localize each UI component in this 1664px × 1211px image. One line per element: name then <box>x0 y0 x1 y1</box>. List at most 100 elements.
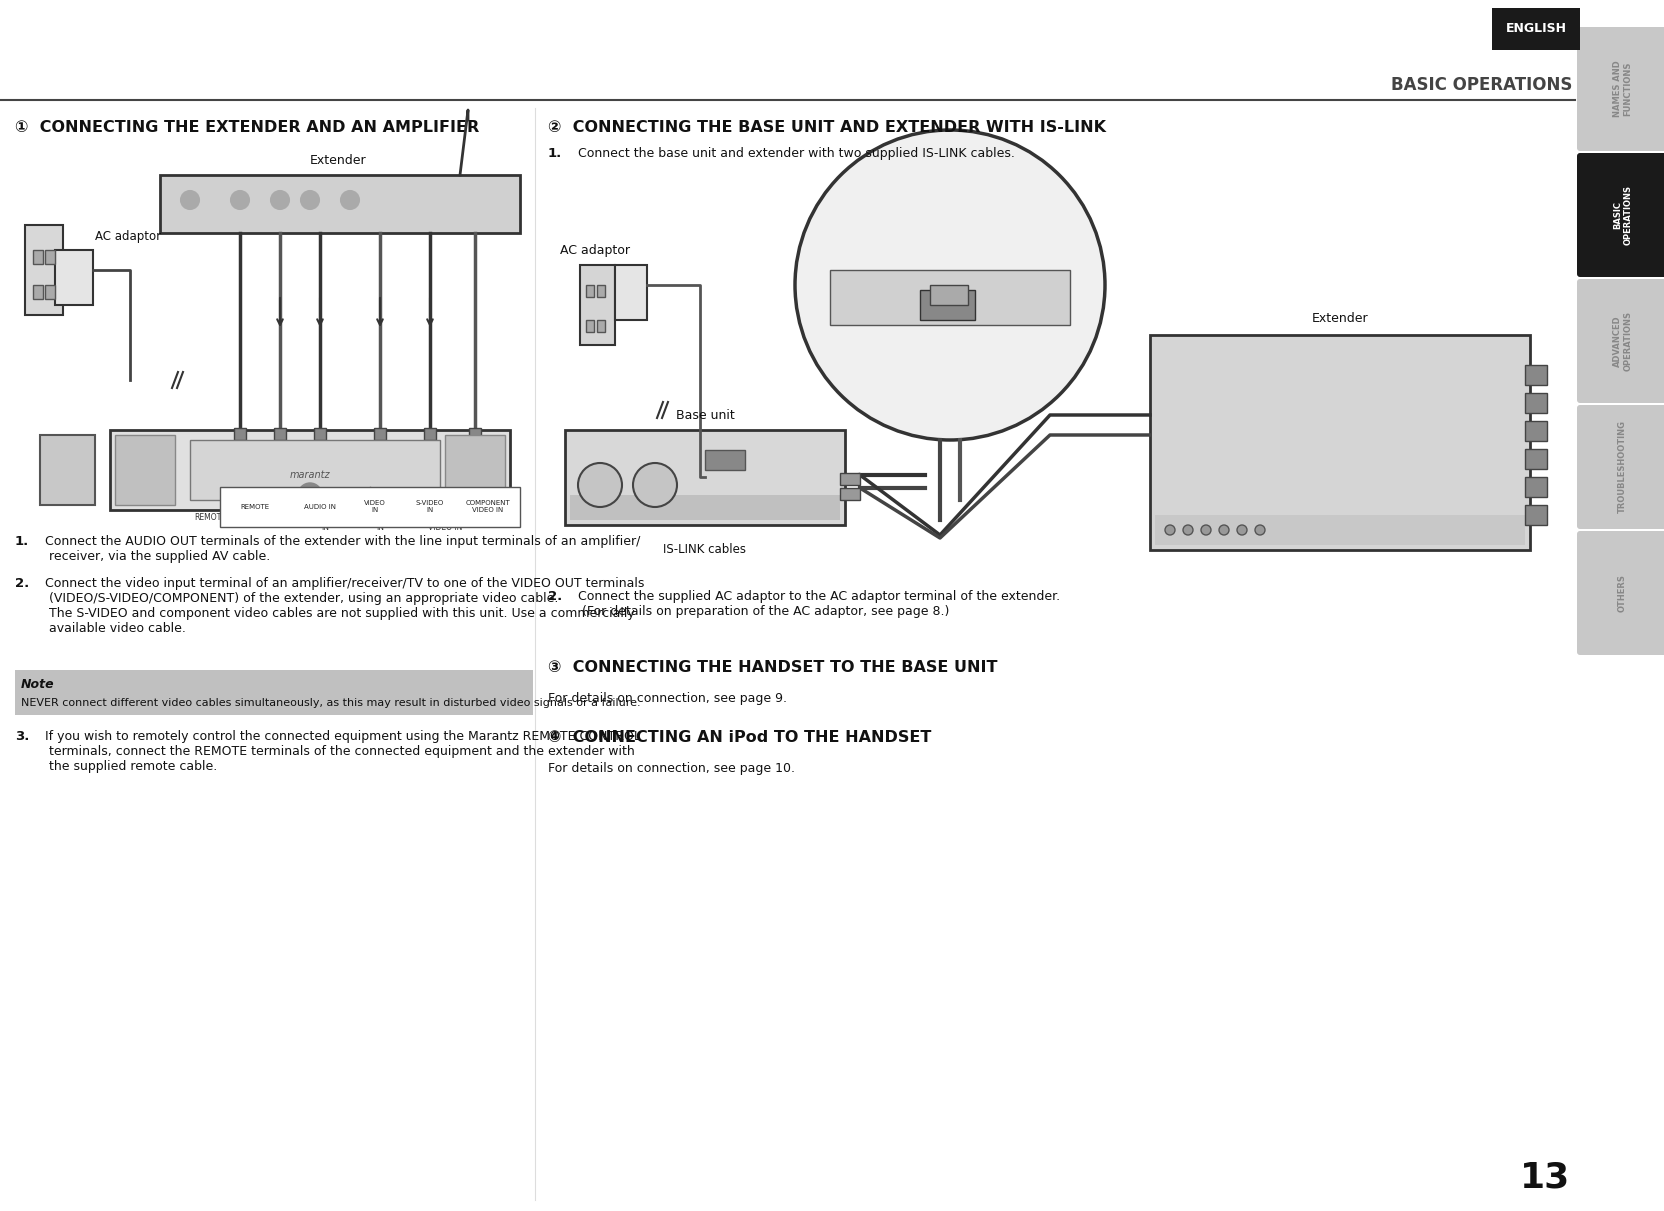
Text: COMPONENT
VIDEO IN: COMPONENT VIDEO IN <box>421 513 469 533</box>
Text: Connect the supplied AC adaptor to the AC adaptor terminal of the extender.
   (: Connect the supplied AC adaptor to the A… <box>569 590 1060 618</box>
Text: 1.: 1. <box>547 147 562 160</box>
Text: COMPONENT
VIDEO IN: COMPONENT VIDEO IN <box>466 500 511 513</box>
Bar <box>564 430 845 526</box>
Bar <box>314 427 326 440</box>
Text: TROUBLESHOOTING: TROUBLESHOOTING <box>1617 420 1626 513</box>
Text: REMOTE: REMOTE <box>195 513 226 522</box>
Text: ENGLISH: ENGLISH <box>1504 23 1566 35</box>
Bar <box>829 270 1070 325</box>
Bar <box>1524 421 1546 441</box>
Text: Connect the video input terminal of an amplifier/receiver/TV to one of the VIDEO: Connect the video input terminal of an a… <box>37 576 644 635</box>
Text: Extender: Extender <box>1311 312 1368 325</box>
Text: NEVER connect different video cables simultaneously, as this may result in distu: NEVER connect different video cables sim… <box>22 698 641 708</box>
Text: 2.: 2. <box>15 576 30 590</box>
Circle shape <box>632 463 677 507</box>
Bar <box>1524 365 1546 385</box>
Bar <box>1524 394 1546 413</box>
Bar <box>704 450 744 470</box>
Bar <box>1524 477 1546 497</box>
Bar <box>115 435 175 505</box>
Bar <box>275 427 286 440</box>
Bar <box>220 487 519 527</box>
Text: Base unit: Base unit <box>676 409 734 421</box>
Bar <box>597 320 604 332</box>
Text: IS-LINK cables: IS-LINK cables <box>662 543 745 556</box>
Text: ③  CONNECTING THE HANDSET TO THE BASE UNIT: ③ CONNECTING THE HANDSET TO THE BASE UNI… <box>547 660 997 675</box>
Bar <box>469 427 481 440</box>
Circle shape <box>1218 526 1228 535</box>
Circle shape <box>341 191 359 210</box>
Bar <box>444 435 504 505</box>
Circle shape <box>1183 526 1193 535</box>
Bar <box>374 427 386 440</box>
Bar <box>1524 449 1546 469</box>
Text: Connect the AUDIO OUT terminals of the extender with the line input terminals of: Connect the AUDIO OUT terminals of the e… <box>37 535 641 563</box>
Circle shape <box>794 130 1105 440</box>
Text: NAMES AND
FUNCTIONS: NAMES AND FUNCTIONS <box>1612 61 1631 117</box>
Bar <box>930 285 967 305</box>
Circle shape <box>231 191 250 210</box>
Bar <box>614 265 647 320</box>
Text: 13: 13 <box>1519 1161 1569 1195</box>
Bar <box>55 249 93 305</box>
Text: Extender: Extender <box>310 154 366 167</box>
Circle shape <box>181 191 200 210</box>
Bar <box>33 285 43 299</box>
FancyBboxPatch shape <box>1576 530 1664 655</box>
Text: AC adaptor: AC adaptor <box>95 230 161 243</box>
Bar <box>586 320 594 332</box>
Bar <box>597 285 604 297</box>
Bar <box>110 430 509 510</box>
Text: AC adaptor: AC adaptor <box>559 243 629 257</box>
Text: ①  CONNECTING THE EXTENDER AND AN AMPLIFIER: ① CONNECTING THE EXTENDER AND AN AMPLIFI… <box>15 120 479 134</box>
Text: S-VIDEO
IN: S-VIDEO IN <box>416 500 444 513</box>
Bar <box>1150 335 1529 550</box>
Bar <box>1155 515 1524 545</box>
Text: OTHERS: OTHERS <box>1617 574 1626 612</box>
Bar <box>840 474 860 484</box>
Bar <box>569 495 840 520</box>
Circle shape <box>301 191 319 210</box>
Text: If you wish to remotely control the connected equipment using the Marantz REMOTE: If you wish to remotely control the conn… <box>37 730 641 773</box>
Bar <box>579 265 614 345</box>
Text: marantz: marantz <box>290 470 329 480</box>
Bar <box>15 134 524 526</box>
Bar <box>190 440 439 500</box>
Bar <box>840 488 860 500</box>
Text: ④  CONNECTING AN iPod TO THE HANDSET: ④ CONNECTING AN iPod TO THE HANDSET <box>547 730 930 745</box>
Text: For details on connection, see page 9.: For details on connection, see page 9. <box>547 691 787 705</box>
Text: AUDIO IN: AUDIO IN <box>305 504 336 510</box>
FancyBboxPatch shape <box>1576 153 1664 277</box>
Text: ADVANCED
OPERATIONS: ADVANCED OPERATIONS <box>1612 311 1631 371</box>
Bar <box>547 165 1558 575</box>
Bar <box>1524 505 1546 526</box>
Bar <box>45 285 55 299</box>
Text: Connect the base unit and extender with two supplied IS-LINK cables.: Connect the base unit and extender with … <box>569 147 1015 160</box>
Text: VIDEO
IN: VIDEO IN <box>313 513 336 533</box>
Bar <box>424 427 436 440</box>
Circle shape <box>298 483 321 507</box>
Text: 1.: 1. <box>15 535 30 549</box>
FancyBboxPatch shape <box>1576 27 1664 151</box>
Circle shape <box>577 463 622 507</box>
Text: BASIC OPERATIONS: BASIC OPERATIONS <box>1389 76 1571 94</box>
Bar <box>160 176 519 233</box>
FancyBboxPatch shape <box>1576 279 1664 403</box>
Text: S-VIDEO
IN: S-VIDEO IN <box>364 513 396 533</box>
Bar <box>33 249 43 264</box>
Text: Note: Note <box>22 678 55 691</box>
Text: ②  CONNECTING THE BASE UNIT AND EXTENDER WITH IS-LINK: ② CONNECTING THE BASE UNIT AND EXTENDER … <box>547 120 1105 134</box>
Bar <box>40 435 95 505</box>
Text: 2.: 2. <box>547 590 562 603</box>
Bar <box>25 225 63 315</box>
Text: 3.: 3. <box>15 730 30 744</box>
Bar <box>1491 8 1579 50</box>
Circle shape <box>1255 526 1265 535</box>
Text: BASIC
OPERATIONS: BASIC OPERATIONS <box>1612 185 1631 245</box>
Circle shape <box>1165 526 1175 535</box>
Text: For details on connection, see page 10.: For details on connection, see page 10. <box>547 762 794 775</box>
Circle shape <box>1200 526 1210 535</box>
Text: REMOTE: REMOTE <box>240 504 270 510</box>
Bar <box>15 670 532 714</box>
Bar <box>920 289 975 320</box>
